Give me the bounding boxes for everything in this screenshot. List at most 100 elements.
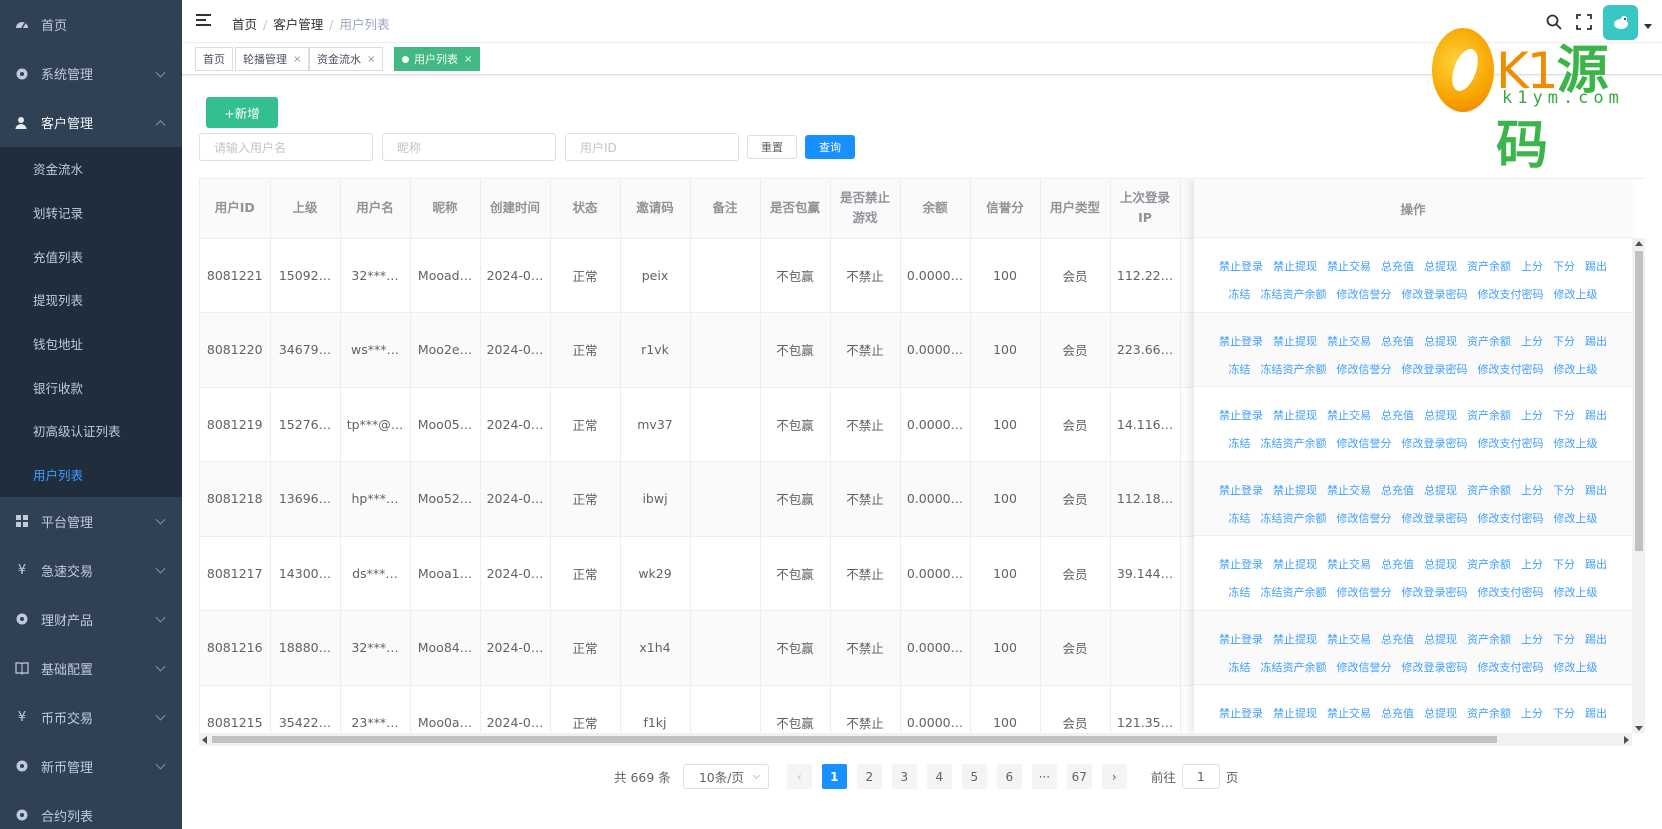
op-link[interactable]: 禁止交易 <box>1327 632 1371 646</box>
op-link[interactable]: 禁止提现 <box>1273 632 1317 646</box>
sidebar-item-home[interactable]: 首页 <box>0 0 182 49</box>
tag-home[interactable]: 首页 <box>195 47 233 71</box>
op-link[interactable]: 踢出 <box>1585 260 1607 273</box>
submenu-item-bank-receipt[interactable]: 银行收款 <box>33 380 84 396</box>
op-link[interactable]: 资产余额 <box>1467 558 1511 571</box>
sidebar-item-contract-list[interactable]: 合约列表 <box>0 791 182 829</box>
sidebar-item-system[interactable]: 系统管理 <box>0 49 182 98</box>
op-link[interactable]: 修改信誉分 <box>1336 362 1392 376</box>
op-link[interactable]: 踢出 <box>1585 409 1607 422</box>
op-link[interactable]: 总充值 <box>1381 707 1414 720</box>
op-link[interactable]: 修改登录密码 <box>1401 362 1468 376</box>
op-link[interactable]: 下分 <box>1553 483 1575 497</box>
tag-fund-flow[interactable]: 资金流水 × <box>309 47 384 71</box>
op-link[interactable]: 禁止提现 <box>1273 483 1317 497</box>
submenu-item-user-list[interactable]: 用户列表 <box>33 468 84 484</box>
op-link[interactable]: 禁止登录 <box>1219 632 1263 646</box>
op-link[interactable]: 禁止交易 <box>1327 558 1371 571</box>
op-link[interactable]: 冻结 <box>1228 586 1251 599</box>
op-link[interactable]: 禁止交易 <box>1327 483 1371 497</box>
page-number-button[interactable]: 67 <box>1066 764 1092 789</box>
scroll-right-icon[interactable] <box>1624 736 1629 744</box>
op-link[interactable]: 总充值 <box>1381 558 1414 571</box>
sidebar-item-new-coin[interactable]: 新币管理 <box>0 742 182 791</box>
page-number-button[interactable]: 6 <box>996 764 1022 789</box>
op-link[interactable]: 禁止提现 <box>1273 260 1317 273</box>
op-link[interactable]: 禁止交易 <box>1327 707 1371 720</box>
op-link[interactable]: 总提现 <box>1424 707 1457 720</box>
sidebar-item-spot-trade[interactable]: ¥ 币币交易 <box>0 693 182 742</box>
tag-banner[interactable]: 轮播管理 × <box>235 47 310 71</box>
close-icon[interactable]: × <box>367 53 376 65</box>
op-link[interactable]: 资产余额 <box>1467 409 1511 422</box>
op-link[interactable]: 总提现 <box>1424 558 1457 571</box>
op-link[interactable]: 资产余额 <box>1467 632 1511 646</box>
op-link[interactable]: 冻结资产余额 <box>1260 586 1327 599</box>
op-link[interactable]: 总充值 <box>1381 483 1414 497</box>
submenu-item-transfer-records[interactable]: 划转记录 <box>33 206 84 222</box>
op-link[interactable]: 禁止提现 <box>1273 558 1317 571</box>
sidebar-item-basic-config[interactable]: 基础配置 <box>0 644 182 693</box>
op-link[interactable]: 总充值 <box>1381 334 1414 348</box>
op-link[interactable]: 禁止登录 <box>1219 260 1263 273</box>
breadcrumb-home[interactable]: 首页 <box>232 17 258 32</box>
op-link[interactable]: 修改支付密码 <box>1477 660 1544 674</box>
reset-button[interactable]: 重置 <box>747 135 797 159</box>
tag-user-list[interactable]: 用户列表 × <box>394 47 481 71</box>
close-icon[interactable]: × <box>293 53 302 65</box>
sidebar-item-fast-trade[interactable]: ¥ 急速交易 <box>0 546 182 595</box>
op-link[interactable]: 修改信誉分 <box>1336 511 1392 525</box>
op-link[interactable]: 禁止登录 <box>1219 558 1263 571</box>
op-link[interactable]: 踢出 <box>1585 558 1607 571</box>
scroll-left-icon[interactable] <box>202 736 207 744</box>
goto-page-input[interactable]: 1 <box>1181 764 1220 789</box>
op-link[interactable]: 下分 <box>1553 632 1575 646</box>
op-link[interactable]: 冻结 <box>1228 660 1251 674</box>
op-link[interactable]: 上分 <box>1521 707 1543 720</box>
op-link[interactable]: 冻结资产余额 <box>1260 288 1327 301</box>
op-link[interactable]: 修改支付密码 <box>1477 511 1544 525</box>
op-link[interactable]: 资产余额 <box>1467 707 1511 720</box>
op-link[interactable]: 修改信誉分 <box>1336 437 1392 450</box>
op-link[interactable]: 冻结 <box>1228 362 1251 376</box>
next-page-button[interactable]: › <box>1101 764 1127 789</box>
op-link[interactable]: 修改上级 <box>1553 660 1598 674</box>
vertical-scrollbar[interactable] <box>1632 238 1645 733</box>
op-link[interactable]: 修改登录密码 <box>1401 586 1468 599</box>
op-link[interactable]: 冻结 <box>1228 511 1251 525</box>
submenu-item-wallet-address[interactable]: 钱包地址 <box>33 337 84 353</box>
page-number-button[interactable]: 4 <box>926 764 952 789</box>
caret-down-icon[interactable] <box>1644 23 1652 29</box>
op-link[interactable]: 冻结 <box>1228 288 1251 301</box>
add-button[interactable]: +新增 <box>206 97 278 128</box>
submenu-item-kyc-list[interactable]: 初高级认证列表 <box>33 424 121 440</box>
userid-filter-input[interactable]: 用户ID <box>565 133 739 161</box>
op-link[interactable]: 禁止登录 <box>1219 483 1263 497</box>
op-link[interactable]: 总充值 <box>1381 632 1414 646</box>
scroll-up-icon[interactable] <box>1635 241 1643 246</box>
op-link[interactable]: 上分 <box>1521 632 1543 646</box>
op-link[interactable]: 冻结 <box>1228 437 1251 450</box>
username-filter-input[interactable]: 请输入用户名 <box>199 133 373 161</box>
submenu-item-recharge-list[interactable]: 充值列表 <box>33 249 84 265</box>
op-link[interactable]: 资产余额 <box>1467 334 1511 348</box>
sidebar-item-customer[interactable]: 客户管理 <box>0 98 182 147</box>
op-link[interactable]: 修改上级 <box>1553 511 1598 525</box>
scroll-down-icon[interactable] <box>1635 726 1643 731</box>
op-link[interactable]: 修改支付密码 <box>1477 586 1544 599</box>
op-link[interactable]: 禁止提现 <box>1273 334 1317 348</box>
op-link[interactable]: 下分 <box>1553 334 1575 348</box>
page-size-select[interactable]: 10条/页 <box>682 764 769 789</box>
op-link[interactable]: 冻结资产余额 <box>1260 362 1327 376</box>
op-link[interactable]: 修改登录密码 <box>1401 511 1468 525</box>
op-link[interactable]: 上分 <box>1521 483 1543 497</box>
op-link[interactable]: 修改登录密码 <box>1401 437 1468 450</box>
op-link[interactable]: 禁止提现 <box>1273 707 1317 720</box>
op-link[interactable]: 禁止登录 <box>1219 707 1263 720</box>
page-number-button[interactable]: 3 <box>891 764 917 789</box>
sidebar-item-wealth-products[interactable]: 理财产品 <box>0 595 182 644</box>
page-number-button[interactable]: 2 <box>856 764 882 789</box>
op-link[interactable]: 禁止登录 <box>1219 409 1263 422</box>
op-link[interactable]: 上分 <box>1521 409 1543 422</box>
op-link[interactable]: 修改信誉分 <box>1336 288 1392 301</box>
